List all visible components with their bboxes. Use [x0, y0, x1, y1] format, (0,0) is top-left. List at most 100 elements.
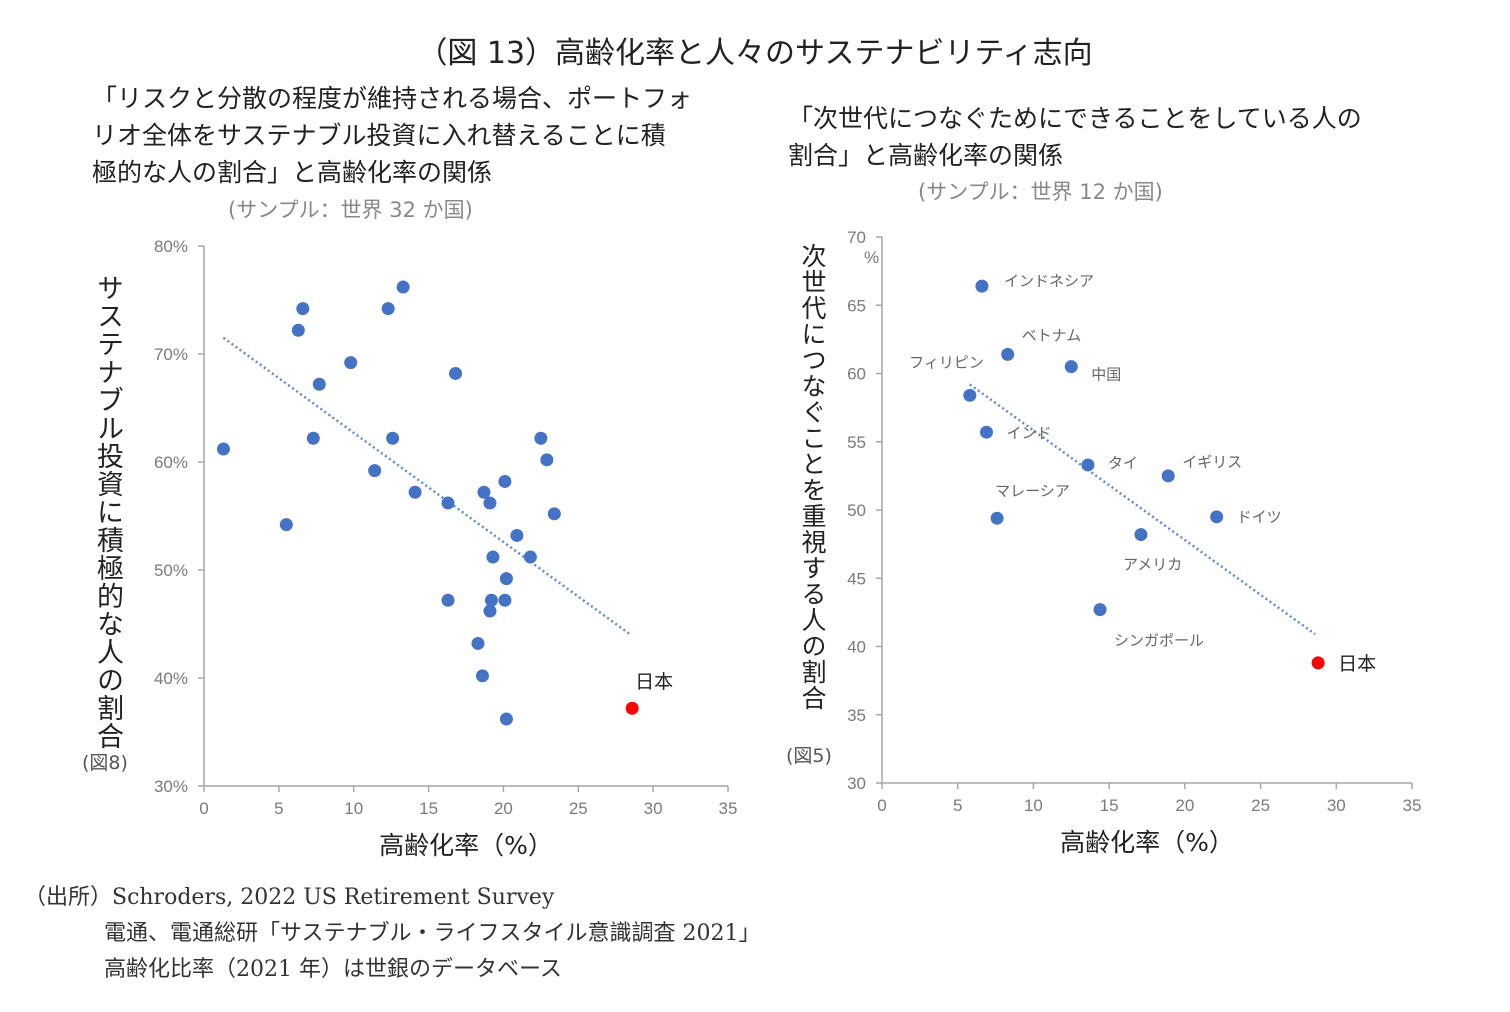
chart1-subtitle: (サンプル：世界 32 か国) [228, 198, 473, 222]
chart1-x-tick-label: 30 [644, 799, 663, 818]
chart1-x-tick-label: 25 [569, 799, 588, 818]
chart1-data-point [540, 453, 554, 467]
chart1-data-point [279, 518, 293, 532]
chart1-data-point [471, 636, 485, 650]
chart2-x-tick-label: 15 [1100, 796, 1119, 815]
chart2-point-label: マレーシア [995, 482, 1070, 500]
chart2-point-label: ベトナム [1022, 326, 1082, 344]
chart2-data-point [1001, 347, 1015, 361]
chart1-trendline [222, 336, 632, 636]
chart1-data-point [216, 442, 230, 456]
chart2-y-tick-label: 55 [847, 433, 866, 452]
chart2-point-label: シンガポール [1114, 632, 1204, 650]
chart1-y-tick-label: 40% [154, 669, 188, 688]
chart2-trendline [969, 383, 1316, 636]
chart1-x-tick-label: 0 [199, 799, 208, 818]
chart2-x-tick-label: 25 [1251, 796, 1270, 815]
chart2-point-label: インド [1006, 424, 1051, 442]
chart2-y-tick-label: 30 [847, 774, 866, 793]
chart1-data-point [523, 550, 537, 564]
chart1-y-tick-label: 80% [154, 237, 188, 256]
chart1-data-point [344, 356, 358, 370]
chart1-y-tick-label: 50% [154, 561, 188, 580]
chart1-data-point [499, 712, 513, 726]
chart1-point-japan [625, 701, 639, 715]
chart1-y-tick-label: 60% [154, 453, 188, 472]
chart2-y-tick-label: 65 [847, 296, 866, 315]
chart2-point-label: 日本 [1338, 653, 1376, 675]
chart2-subtitle: (サンプル：世界 12 か国) [918, 180, 1163, 204]
chart1-y-tick-label: 70% [154, 345, 188, 364]
chart2-data-point [1093, 603, 1107, 617]
chart2-data-point [1210, 510, 1224, 524]
chart2-y-tick-label: 45 [847, 569, 866, 588]
chart2-point-label: 中国 [1091, 366, 1121, 384]
chart1-title: 「リスクと分散の程度が維持される場合、ポートフォ リオ全体をサステナブル投資に入… [92, 84, 693, 187]
chart2-title: 「次世代につなぐためにできることをしている人の 割合」と高齢化率の関係 [788, 104, 1362, 170]
chart2-y-axis-note: (図5) [786, 745, 832, 767]
chart1-data-point [486, 550, 500, 564]
chart2-data-point [975, 279, 989, 293]
chart1-data-point [534, 431, 548, 445]
chart2-data-point [990, 511, 1004, 525]
figure-title: （図 13）高齢化率と人々のサステナビリティ志向 [417, 36, 1093, 71]
chart1-scatter-plot: 30% 40% 50% 60% 70% 80% 0 5 10 15 20 25 30 35 高齢化率（%） 日… [154, 237, 738, 860]
chart1-data-point [441, 496, 455, 510]
chart1-y-tick-label: 30% [154, 777, 188, 796]
chart2-point-label: ドイツ [1237, 508, 1282, 526]
chart2-x-tick-label: 5 [953, 796, 962, 815]
chart2-scatter-plot: 30 35 40 45 50 55 60 65 70 0 5 10 15 20 25 30 35% 高齢化率（%）… [847, 228, 1421, 857]
chart1-x-axis-label: 高齢化率（%） [379, 831, 553, 860]
chart1-data-point [449, 366, 463, 380]
chart1-data-point [477, 485, 491, 499]
chart1-data-point [408, 485, 422, 499]
source-line-1: （出所）Schroders, 2022 US Retirement Survey [24, 885, 555, 910]
chart1-y-axis-note: (図8) [82, 752, 128, 774]
chart1-data-point [483, 496, 497, 510]
chart2-y-tick-label: 50 [847, 501, 866, 520]
chart1-data-point [475, 669, 489, 683]
chart2-y-tick-label: 35 [847, 706, 866, 725]
chart1-data-point [386, 431, 400, 445]
chart2-point-label: イギリス [1182, 453, 1242, 471]
chart2-y-tick-label: 60 [847, 365, 866, 384]
chart1-data-point [510, 528, 524, 542]
chart2-data-point [1161, 469, 1175, 483]
chart1-data-point [296, 302, 310, 316]
chart1-x-tick-label: 15 [419, 799, 438, 818]
chart2-x-tick-label: 20 [1175, 796, 1194, 815]
chart1-x-tick-label: 20 [494, 799, 513, 818]
chart2-y-tick-label: 70 [847, 228, 866, 247]
chart2-point-label: インドネシア [1004, 272, 1094, 290]
chart1-data-point [381, 302, 395, 316]
chart2-data-point [963, 388, 977, 402]
chart1-data-point [547, 507, 561, 521]
chart2-y-unit: % [864, 248, 879, 267]
chart1-data-point [484, 593, 498, 607]
chart2-x-tick-label: 0 [877, 796, 886, 815]
source-line-3: 高齢化比率（2021 年）は世銀のデータベース [104, 957, 562, 982]
chart1-data-point [498, 593, 512, 607]
chart2-y-tick-label: 40 [847, 638, 866, 657]
chart1-data-point [306, 431, 320, 445]
chart2-point-label: フィリピン [909, 353, 984, 371]
chart2-x-tick-label: 10 [1024, 796, 1043, 815]
chart1-point-label: 日本 [635, 671, 673, 693]
chart1-x-tick-label: 5 [274, 799, 283, 818]
chart2-data-point [979, 425, 993, 439]
chart2-point-label: タイ [1108, 454, 1138, 472]
chart1-y-axis-label: サステナブル投資に積極的な人の割合 [92, 274, 123, 750]
chart1-data-point [312, 377, 326, 391]
chart2-point-japan [1311, 656, 1325, 670]
chart2-data-point [1081, 458, 1095, 472]
chart1-data-point [498, 474, 512, 488]
chart2-x-tick-label: 30 [1327, 796, 1346, 815]
chart1-x-tick-label: 35 [719, 799, 738, 818]
chart1-data-point [368, 464, 382, 478]
chart1-data-point [499, 572, 513, 586]
chart2-y-axis-label: 次世代につなぐことを重視する人の割合 [798, 243, 827, 711]
source-line-2: 電通、電通総研「サステナブル・ライフスタイル意識調査 2021」 [104, 921, 761, 946]
chart2-point-label: アメリカ [1123, 556, 1182, 574]
chart2-x-axis-label: 高齢化率（%） [1060, 828, 1234, 857]
chart1-x-tick-label: 10 [344, 799, 363, 818]
